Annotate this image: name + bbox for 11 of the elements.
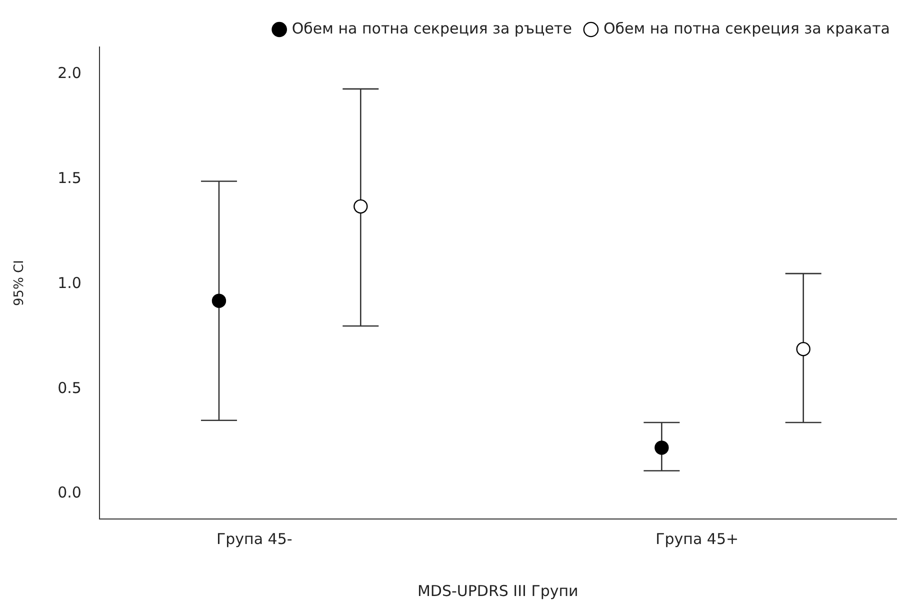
- y-tick-label: 0.5: [58, 378, 82, 397]
- x-tick-label: Група 45-: [216, 530, 292, 548]
- x-axis-title: MDS-UPDRS III Групи: [417, 582, 578, 600]
- y-tick-label: 1.5: [58, 169, 82, 188]
- y-axis-title: 95% CI: [12, 260, 28, 306]
- y-tick-label: 2.0: [58, 64, 82, 82]
- y-tick-label: 1.0: [58, 274, 82, 292]
- x-tick-label: Група 45+: [656, 530, 739, 548]
- legend-label: Обем на потна секреция за краката: [603, 19, 890, 38]
- legend-label: Обем на потна секреция за ръцете: [292, 19, 572, 38]
- y-tick-label: 0.0: [58, 484, 82, 502]
